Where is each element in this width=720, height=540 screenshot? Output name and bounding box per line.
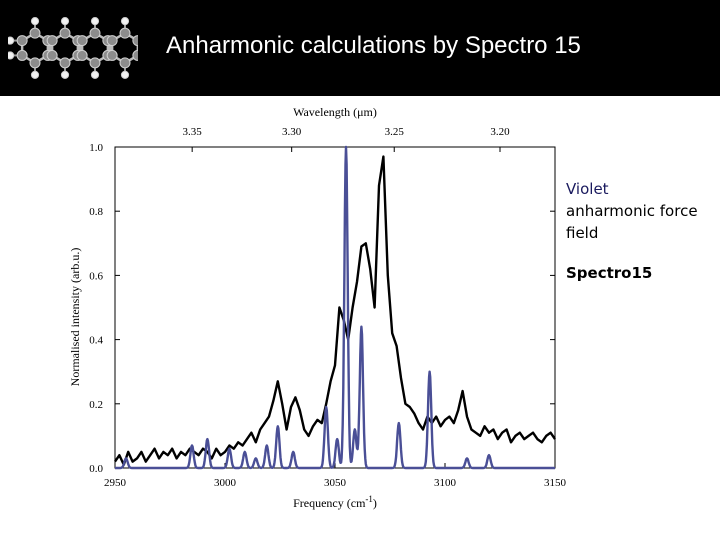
x-tick-label: 3050 <box>324 477 347 489</box>
y-tick-label: 0.0 <box>89 463 103 475</box>
y-tick-label: 0.6 <box>89 270 103 282</box>
y-tick-label: 1.0 <box>89 142 103 154</box>
plot-frame <box>114 146 556 469</box>
carbon-atom <box>89 27 101 39</box>
legend-violet: Violet anharmonic force field <box>566 178 716 244</box>
x-tick-label: 3000 <box>214 477 237 489</box>
top-tick-label: 3.30 <box>282 126 302 138</box>
calculated-spectrum-line <box>114 145 556 470</box>
carbon-atom <box>76 35 88 47</box>
hydrogen-atom <box>8 36 15 45</box>
legend-spectro: Spectro15 <box>566 264 653 282</box>
legend-violet-rest: anharmonic force field <box>566 202 698 242</box>
hydrogen-atom <box>8 51 15 60</box>
top-tick-label: 3.35 <box>183 126 203 138</box>
spectrum-chart: 2950 3000 3050 3100 3150 0.0 0.2 0.4 0.6 0.8 1.0 3.… <box>68 105 567 510</box>
carbon-atom <box>16 35 28 47</box>
y-tick-label: 0.2 <box>89 399 103 411</box>
title-bar: Anharmonic calculations by Spectro 15 <box>0 0 720 96</box>
carbon-atom <box>132 35 138 47</box>
hydrogen-atom <box>30 17 40 26</box>
carbon-atom <box>29 57 41 69</box>
x-tick-label: 3100 <box>434 477 457 489</box>
hydrogen-atom <box>90 70 100 79</box>
carbon-atom <box>46 49 58 61</box>
carbon-atom <box>29 27 41 39</box>
legend-violet-word: Violet <box>566 180 609 198</box>
carbon-atom <box>132 49 138 61</box>
carbon-atom <box>76 49 88 61</box>
carbon-atom <box>106 49 118 61</box>
carbon-atom <box>89 57 101 69</box>
slide-title: Anharmonic calculations by Spectro 15 <box>166 32 581 59</box>
top-tick-label: 3.20 <box>490 126 510 138</box>
carbon-atom <box>16 49 28 61</box>
hydrogen-atom <box>120 17 130 26</box>
carbon-atom <box>119 57 131 69</box>
carbon-atom <box>59 27 71 39</box>
carbon-atom <box>59 57 71 69</box>
hydrogen-atom <box>60 70 70 79</box>
carbon-atom <box>119 27 131 39</box>
y-tick-label: 0.8 <box>89 206 103 218</box>
experimental-spectrum-line <box>114 155 556 466</box>
y-tick-label: 0.4 <box>89 335 103 347</box>
top-axis-label: Wavelength (μm) <box>293 105 377 119</box>
hydrogen-atom <box>90 17 100 26</box>
hydrogen-atom <box>120 70 130 79</box>
hydrogen-atom <box>60 17 70 26</box>
x-axis-label: Frequency (cm-1) <box>293 494 377 510</box>
carbon-atom <box>106 35 118 47</box>
top-tick-label: 3.25 <box>385 126 405 138</box>
molecule-image <box>8 17 138 79</box>
x-tick-label: 3150 <box>544 477 567 489</box>
y-axis-label: Normalised intensity (arb.u.) <box>68 248 82 387</box>
hydrogen-atom <box>30 70 40 79</box>
x-tick-label: 2950 <box>104 477 127 489</box>
carbon-atom <box>46 35 58 47</box>
